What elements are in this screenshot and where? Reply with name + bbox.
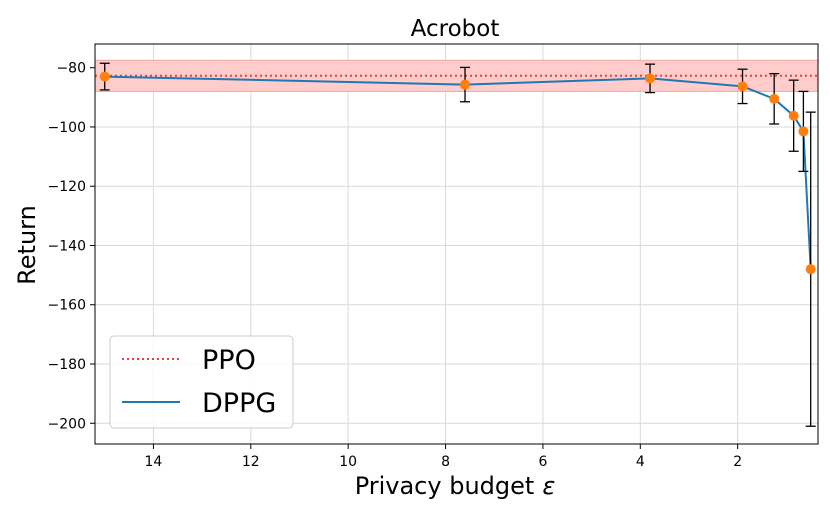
data-points [99, 71, 816, 275]
x-tick-label-2: 10 [339, 454, 357, 470]
dppg-point-3 [737, 81, 748, 92]
chart-title: Acrobot [411, 16, 500, 42]
x-tick-label-5: 4 [636, 454, 645, 470]
x-axis-label-text: Privacy budget [355, 472, 535, 500]
x-axis-ticks: 14 12 10 8 6 4 2 [145, 444, 742, 470]
y-tick-label-1: −100 [48, 120, 86, 136]
y-tick-label-3: −140 [48, 238, 86, 254]
legend-label-dppg: DPPG [202, 388, 276, 419]
y-axis-label: Return [13, 205, 41, 285]
y-axis-ticks: −80 −100 −120 −140 −160 −180 −200 [48, 61, 95, 432]
dppg-line [104, 75, 812, 270]
x-tick-label-6: 2 [733, 454, 742, 470]
legend: PPO DPPG [109, 335, 294, 429]
dppg-point-4 [769, 93, 780, 104]
x-tick-label-1: 12 [242, 454, 260, 470]
dppg-point-1 [460, 79, 471, 90]
error-bars [99, 62, 816, 427]
legend-box [109, 335, 294, 429]
y-tick-label-2: −120 [48, 179, 86, 195]
x-axis-label-symbol: ε [542, 472, 555, 500]
grid [95, 44, 818, 444]
dppg-point-0 [99, 71, 110, 82]
y-tick-label-0: −80 [56, 61, 86, 77]
plot-frame [94, 43, 819, 445]
x-axis-label: Privacy budget ε [355, 472, 556, 500]
y-tick-label-6: −200 [48, 416, 86, 432]
dppg-point-5 [788, 110, 799, 121]
series-lines [95, 74, 818, 270]
x-tick-label-4: 6 [538, 454, 547, 470]
dppg-point-6 [798, 126, 809, 137]
x-tick-label-0: 14 [145, 454, 163, 470]
dppg-point-7 [805, 264, 816, 275]
legend-label-ppo: PPO [202, 345, 256, 376]
dppg-point-2 [645, 73, 656, 84]
x-tick-label-3: 8 [441, 454, 450, 470]
y-tick-label-5: −180 [48, 357, 86, 373]
y-tick-label-4: −160 [48, 298, 86, 314]
